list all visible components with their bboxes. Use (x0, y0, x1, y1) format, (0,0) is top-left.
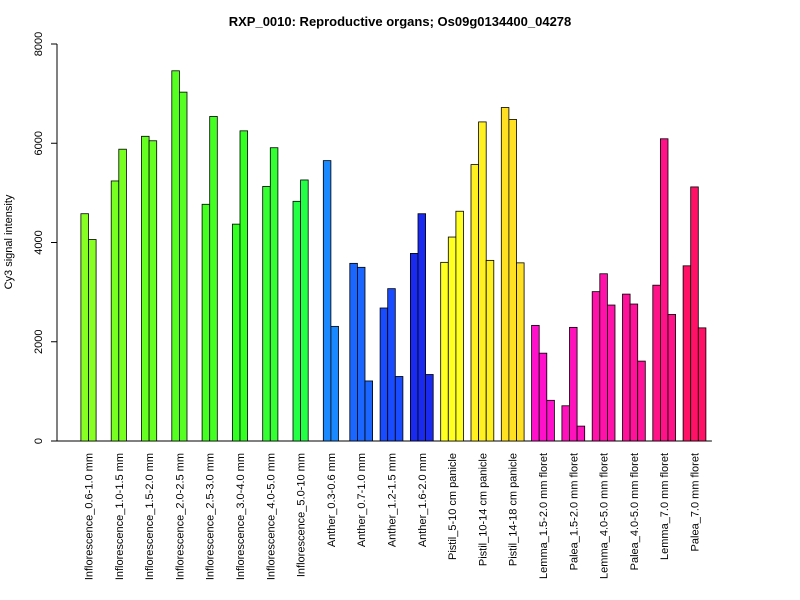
bar (538, 352, 548, 442)
bar (80, 213, 89, 442)
bar (629, 303, 639, 442)
category-label: Palea_1.5-2.0 mm floret (568, 453, 580, 570)
bar (322, 160, 332, 442)
bar (239, 130, 248, 442)
category-label: Inflorescence_1.0-1.5 mm (114, 453, 126, 580)
category-labels: Inflorescence_0.6-1.0 mm Inflorescence_1.… (84, 453, 702, 580)
category-label: Lemma_4.0-5.0 mm floret (599, 453, 611, 579)
bar (417, 213, 426, 442)
bar (356, 266, 366, 442)
bar (141, 135, 150, 442)
bar (379, 307, 389, 442)
y-axis-label: Cy3 signal intensity (3, 194, 15, 289)
bar (607, 304, 616, 442)
bar (508, 119, 517, 442)
bar (201, 203, 211, 442)
bar (599, 273, 608, 442)
bar (425, 374, 434, 442)
category-label: Pistil_5-10 cm panicle (447, 453, 459, 560)
category-label: Anther_1.6-2.0 mm (417, 453, 429, 547)
bar (231, 223, 241, 442)
y-tick-label: 2000 (33, 330, 45, 354)
category-label: Anther_0.7-1.0 mm (356, 453, 368, 547)
y-tick-label: 8000 (33, 32, 45, 56)
y-axis: 0 2000 4000 6000 8000 (33, 32, 58, 444)
category-label: Inflorescence_2.5-3.0 mm (205, 453, 217, 580)
category-label: Inflorescence_5.0-10 mm (296, 453, 308, 577)
bar (516, 262, 525, 442)
bar (148, 140, 158, 442)
bar (292, 200, 301, 442)
category-label: Lemma_7.0 mm floret (659, 453, 671, 560)
category-label: Inflorescence_0.6-1.0 mm (84, 453, 96, 580)
category-label: Pistil_14-18 cm panicle (508, 453, 520, 566)
category-label: Palea_7.0 mm floret (690, 453, 702, 551)
category-label: Palea_4.0-5.0 mm floret (629, 453, 641, 570)
bar (531, 324, 540, 442)
bar (478, 121, 487, 442)
bar (622, 293, 631, 442)
bar (269, 147, 279, 442)
y-tick-label: 0 (33, 438, 45, 444)
chart-title: RXP_0010: Reproductive organs; Os09g0134… (229, 14, 572, 29)
bar (409, 253, 419, 442)
bar (561, 405, 570, 442)
category-label: Lemma_1.5-2.0 mm floret (538, 453, 550, 579)
bar (171, 70, 180, 442)
bar (485, 259, 495, 442)
bar (440, 261, 449, 442)
bar (576, 425, 586, 442)
bar (330, 325, 339, 442)
bar (387, 288, 396, 442)
category-label: Anther_1.2-1.5 mm (387, 453, 399, 547)
y-tick-label: 6000 (33, 131, 45, 155)
bar (110, 180, 120, 442)
bar (697, 327, 707, 442)
bar (178, 91, 188, 442)
category-label: Inflorescence_3.0-4.0 mm (235, 453, 247, 580)
bar (447, 236, 457, 442)
bar (300, 179, 309, 442)
bar (470, 164, 479, 442)
bar (637, 360, 646, 442)
bar (364, 380, 373, 442)
bar (500, 107, 510, 442)
bar (652, 284, 661, 442)
bars (80, 70, 707, 442)
category-label: Inflorescence_1.5-2.0 mm (144, 453, 156, 580)
category-label: Inflorescence_4.0-5.0 mm (265, 453, 277, 580)
bar (455, 210, 464, 442)
category-label: Inflorescence_2.0-2.5 mm (174, 453, 186, 580)
bar (682, 265, 692, 442)
bar (262, 186, 271, 442)
bar (209, 116, 218, 442)
bar (660, 138, 669, 442)
bar (394, 376, 404, 442)
bar (118, 148, 127, 442)
y-tick-label: 4000 (33, 230, 45, 254)
bar (667, 314, 676, 442)
category-label: Pistil_10-14 cm panicle (477, 453, 489, 566)
bar (569, 326, 578, 442)
bar (88, 239, 97, 442)
bar (591, 291, 601, 442)
category-label: Anther_0.3-0.6 mm (326, 453, 338, 547)
bar (546, 399, 555, 442)
bar (690, 186, 699, 442)
bar (349, 262, 358, 442)
